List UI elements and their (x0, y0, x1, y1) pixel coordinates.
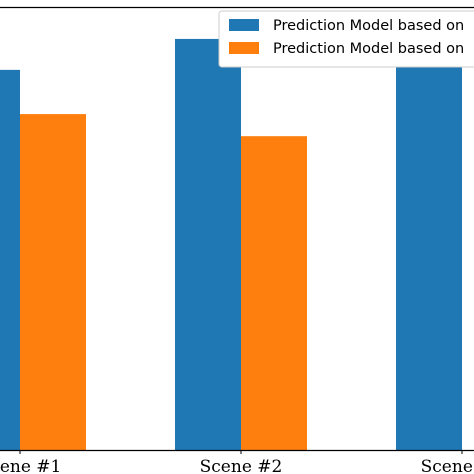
legend-swatch-series-2 (229, 42, 259, 54)
bar-series-2-category-1 (20, 114, 86, 450)
legend-label-series-2: Prediction Model based on (273, 41, 464, 57)
legend: Prediction Model based on Prediction Mod… (218, 10, 474, 68)
bars-group (0, 38, 462, 450)
x-tick-label-1: Scene #1 (0, 457, 61, 474)
legend-swatch-series-1 (229, 19, 259, 31)
legend-box (218, 10, 474, 68)
legend-label-series-1: Prediction Model based on (273, 18, 464, 34)
x-ticks-group: Scene #1 Scene #2 Scene #3 (0, 450, 474, 474)
bar-series-2-category-2 (241, 136, 307, 450)
bar-series-1-category-3 (396, 52, 462, 450)
x-tick-label-2: Scene #2 (200, 457, 283, 474)
bar-series-1-category-1 (0, 69, 20, 450)
x-tick-label-3: Scene #3 (421, 457, 474, 474)
bar-series-1-category-2 (175, 38, 241, 450)
